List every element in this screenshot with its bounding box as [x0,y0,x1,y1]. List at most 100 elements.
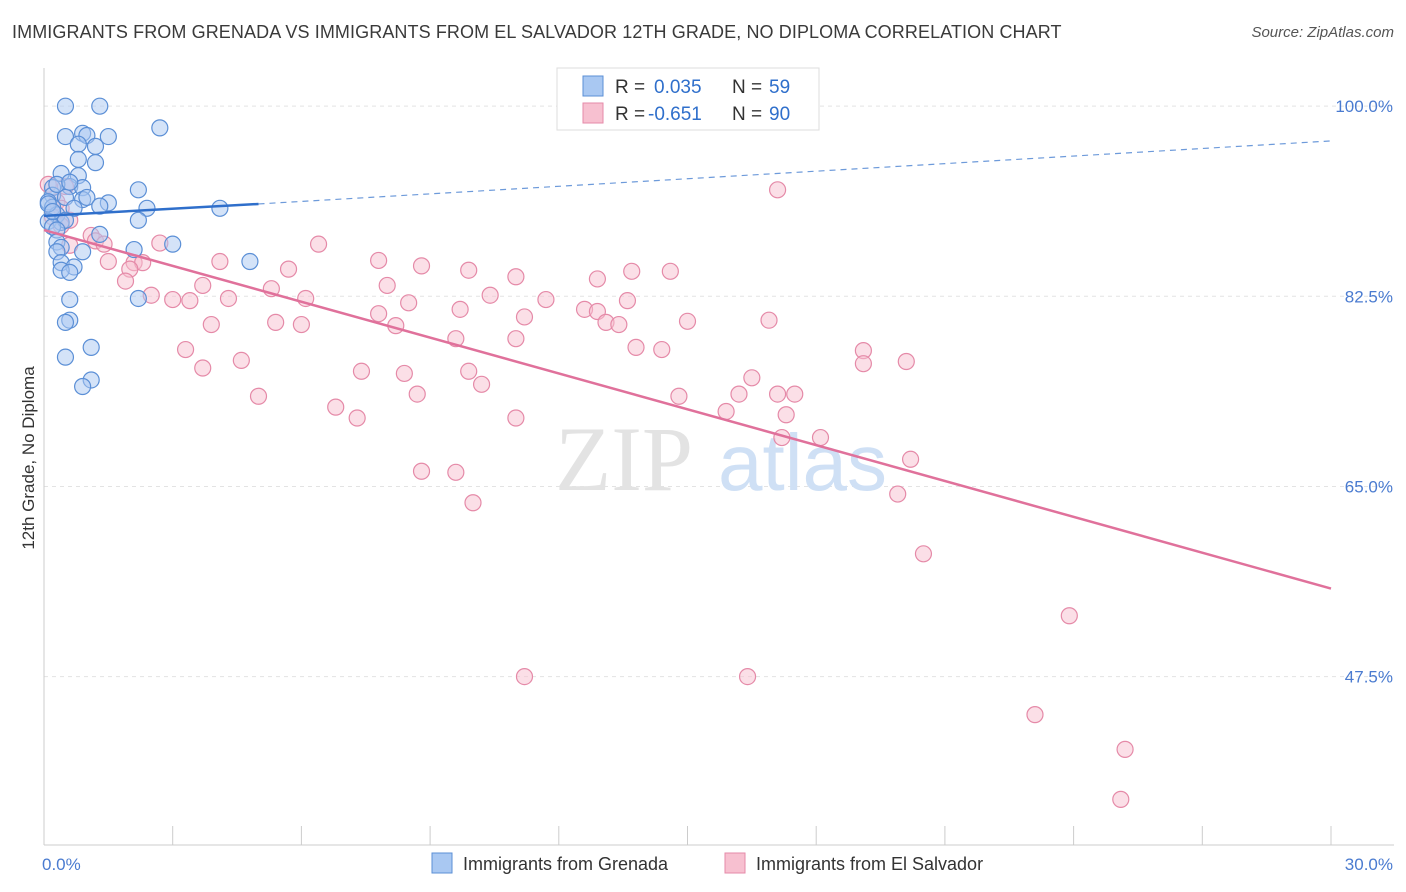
chart-title: IMMIGRANTS FROM GRENADA VS IMMIGRANTS FR… [12,22,1062,42]
legend-r-label: R = [615,77,645,98]
legend-r-value: 0.035 [654,77,702,98]
el-salvador-point [194,359,212,377]
el-salvador-point [897,352,915,371]
el-salvador-point [249,387,268,405]
x-tick-label: 0.0% [42,855,81,874]
grenada-point [69,150,87,169]
el-salvador-point [914,545,933,563]
el-salvador-point [219,289,238,308]
el-salvador-point [730,385,748,403]
el-salvador-point [267,313,285,331]
el-salvador-point [211,252,229,271]
el-salvador-point [610,315,628,334]
grenada-point [164,235,182,253]
el-salvador-point [181,292,199,310]
el-salvador-point [515,308,534,326]
el-salvador-point [760,311,778,329]
grenada-point [61,290,79,309]
el-salvador-point [412,257,431,275]
el-salvador-point [1026,706,1044,724]
legend-n-label: N = [732,77,762,98]
grenada-point [91,225,109,243]
grenada-point [99,127,117,146]
legend-bottom-label-el-salvador: Immigrants from El Salvador [756,854,983,874]
el-salvador-point [1116,740,1134,758]
el-salvador-point [854,355,872,373]
x-tick-label: 30.0% [1345,855,1393,874]
grenada-point [61,173,79,191]
grenada-point [151,119,169,137]
grenada-point [129,289,147,308]
el-salvador-point [1060,607,1078,625]
legend-bottom-swatch-grenada [431,852,453,874]
legend-bottom-label-grenada: Immigrants from Grenada [463,854,669,874]
grenada-point [241,252,259,271]
el-salvador-point [116,272,135,290]
legend-bottom-swatch-el-salvador [724,852,746,874]
legend-r-value: -0.651 [648,104,702,125]
legend-n-value: 59 [769,77,790,98]
el-salvador-point [786,385,804,403]
grenada-trend-line [43,202,259,218]
el-salvador-point [901,450,920,468]
el-salvador-point [670,387,688,405]
legend-n-value: 90 [769,104,790,125]
grenada-point [86,154,105,172]
grenada-point [43,202,62,221]
el-salvador-point [292,315,310,334]
el-salvador-point [451,300,469,318]
el-salvador-point [232,351,250,370]
el-salvador-point [279,260,298,278]
el-salvador-point [464,494,482,512]
el-salvador-point [327,398,345,416]
el-salvador-point [768,181,787,199]
legend-n-label: N = [732,104,762,125]
el-salvador-point [202,315,220,334]
el-salvador-point [472,375,491,393]
el-salvador-point [661,262,679,280]
watermark-zip: ZIP [555,408,693,510]
el-salvador-point [164,290,182,309]
el-salvador-point [777,406,795,424]
legend-swatch-grenada [582,75,604,97]
el-salvador-point [507,268,525,286]
el-salvador-point [378,276,396,295]
el-salvador-point [408,385,426,403]
grenada-point [74,243,92,261]
el-salvador-point [400,294,418,312]
el-salvador-point [889,485,907,503]
x-tick-labels: 0.0% 30.0% [42,855,1393,874]
grenada-point [69,135,87,153]
el-salvador-point [653,340,671,359]
y-tick-label: 47.5% [1345,668,1393,687]
trend-lines [43,140,1332,590]
watermark-atlas: atlas [718,418,887,507]
el-salvador-point [738,667,757,686]
series-grenada-points [39,97,259,396]
el-salvador-point [515,667,534,686]
grenada-trend-extension [258,140,1332,205]
el-salvador-point [395,364,413,383]
y-tick-label: 65.0% [1345,477,1393,496]
watermark: ZIP atlas [555,408,887,510]
grenada-point [91,197,109,215]
el-salvador-trend-line [43,228,1332,590]
el-salvador-point [717,402,735,421]
y-tick-labels: 47.5% 65.0% 82.5% 100.0% [1335,97,1393,686]
el-salvador-point [194,276,212,295]
legend-swatch-el-salvador [582,102,604,124]
grenada-point [78,188,96,207]
grenada-point [129,181,147,199]
el-salvador-point [352,362,371,380]
el-salvador-point [618,292,637,310]
grenada-point [129,211,147,229]
el-salvador-point [481,286,499,304]
el-salvador-point [309,235,328,253]
el-salvador-point [370,251,388,270]
el-salvador-point [1112,790,1130,808]
grenada-point [56,127,75,146]
el-salvador-point [460,362,478,380]
el-salvador-point [99,252,117,271]
grenada-point [61,263,79,282]
